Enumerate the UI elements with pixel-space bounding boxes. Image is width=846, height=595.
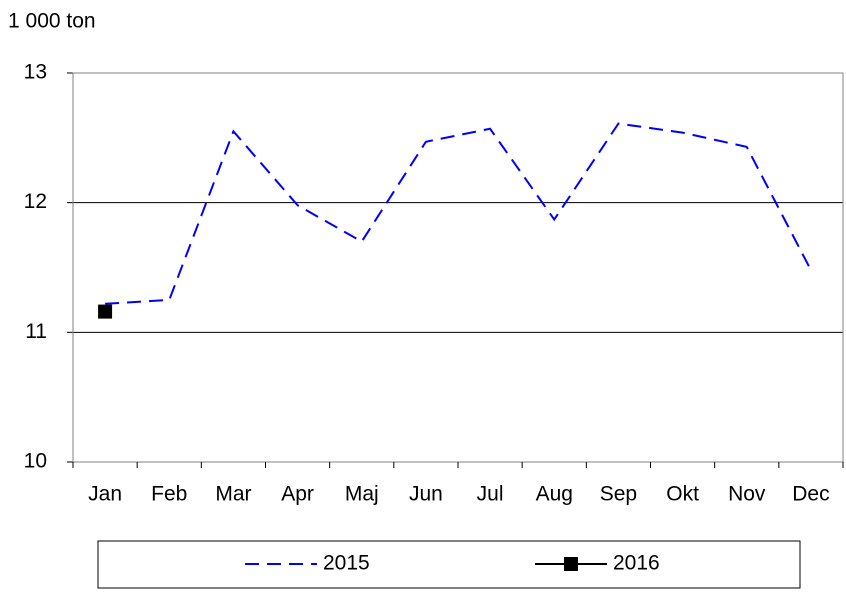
y-tick-label: 10 [24, 450, 47, 473]
x-tick-label: Jul [477, 483, 504, 506]
x-tick-label: Feb [151, 483, 187, 506]
x-tick-label: Mar [215, 483, 251, 506]
x-tick-label: Jun [409, 483, 443, 506]
x-tick-label: Nov [728, 483, 766, 506]
legend-box [97, 540, 801, 589]
x-tick-label: Maj [345, 483, 379, 506]
series-line [105, 122, 812, 305]
x-tick-label: Dec [792, 483, 829, 506]
y-tick-label: 13 [24, 61, 47, 84]
x-tick-label: Sep [600, 483, 637, 506]
x-tick-label: Jan [88, 483, 122, 506]
y-tick-label: 11 [25, 320, 47, 343]
y-tick-label: 12 [24, 190, 47, 213]
legend-marker [564, 557, 578, 571]
x-tick-label: Aug [536, 483, 573, 506]
point-marker [98, 304, 113, 319]
x-tick-label: Okt [666, 483, 699, 506]
legend-label: 2015 [323, 552, 370, 575]
plot-frame [72, 72, 844, 463]
x-tick-label: Apr [281, 483, 314, 506]
y-axis-label: 1 000 ton [8, 10, 96, 33]
legend-label: 2016 [613, 552, 660, 575]
